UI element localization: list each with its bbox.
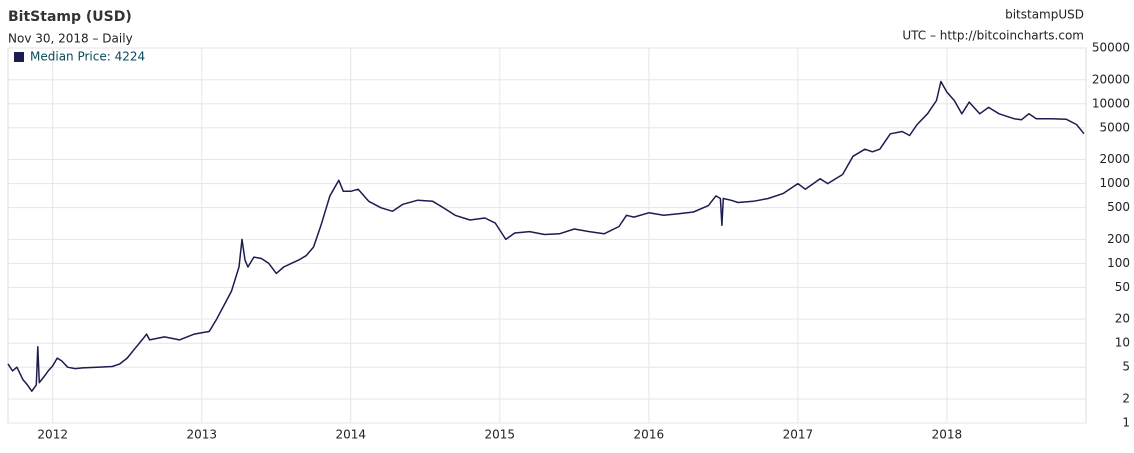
y-tick-label: 500: [1107, 200, 1130, 214]
x-tick-label: 2012: [37, 428, 68, 442]
x-tick-label: 2016: [634, 428, 665, 442]
y-tick-label: 200: [1107, 232, 1130, 246]
y-tick-label: 5000: [1099, 120, 1130, 134]
y-tick-label: 1000: [1099, 176, 1130, 190]
source: UTC – http://bitcoincharts.com: [902, 29, 1084, 43]
y-tick-label: 2: [1122, 391, 1130, 405]
y-tick-label: 50: [1115, 280, 1130, 294]
y-tick-label: 2000: [1099, 152, 1130, 166]
symbol: bitstampUSD: [1005, 8, 1084, 22]
chart-subtitle: Nov 30, 2018 – Daily: [8, 32, 133, 46]
x-tick-label: 2014: [335, 428, 366, 442]
y-tick-label: 10: [1115, 336, 1130, 350]
y-tick-label: 10000: [1092, 96, 1130, 110]
x-tick-label: 2013: [186, 428, 217, 442]
y-tick-label: 50000: [1092, 41, 1130, 55]
y-tick-label: 20000: [1092, 72, 1130, 86]
x-tick-label: 2018: [932, 428, 963, 442]
price-line: [7, 80, 1085, 392]
x-tick-label: 2017: [783, 428, 814, 442]
chart-title: BitStamp (USD): [8, 9, 132, 25]
y-tick-label: 20: [1115, 312, 1130, 326]
y-tick-label: 100: [1107, 256, 1130, 270]
legend-swatch: [14, 52, 24, 62]
y-tick-label: 1: [1122, 416, 1130, 430]
legend-label: Median Price: 4224: [30, 50, 145, 64]
y-tick-label: 5: [1122, 360, 1130, 374]
x-tick-label: 2015: [485, 428, 516, 442]
